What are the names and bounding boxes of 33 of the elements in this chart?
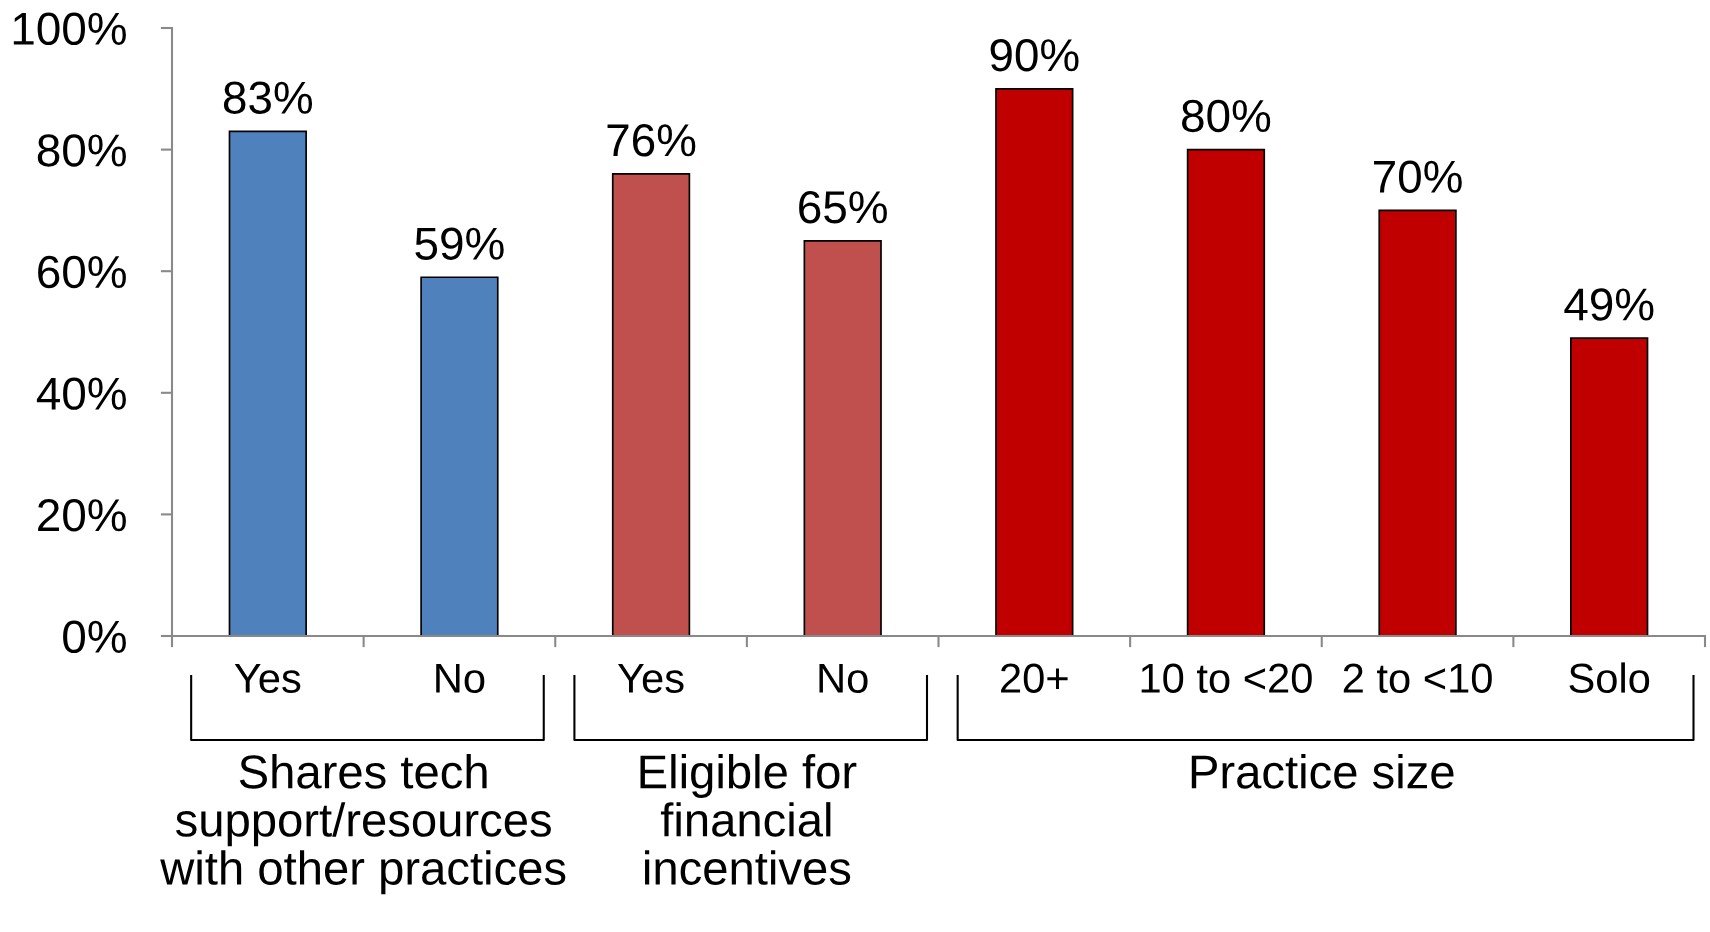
text: Practice size bbox=[1191, 754, 1454, 789]
data-label: 59% bbox=[415, 227, 504, 260]
x-tick-label: 20+ bbox=[1001, 663, 1068, 693]
y-tick-label: 80% bbox=[37, 134, 126, 167]
text: Eligible for financial incentives bbox=[640, 754, 857, 885]
y-tick-label: 60% bbox=[38, 255, 126, 289]
bar bbox=[611, 173, 691, 636]
y-tick-label: 20% bbox=[38, 499, 126, 532]
bar bbox=[420, 276, 499, 636]
data-label: 83% bbox=[223, 81, 313, 114]
text: Shares tech support/resources with other practices bbox=[160, 754, 566, 895]
data-label: 49% bbox=[1564, 288, 1654, 321]
bar bbox=[1186, 148, 1266, 636]
x-tick-label: No bbox=[436, 663, 485, 693]
y-tick-label: 40% bbox=[36, 377, 126, 410]
bar bbox=[228, 130, 307, 636]
x-tick-label: 10 to <20 bbox=[1141, 663, 1312, 693]
y-tick-label: 0% bbox=[63, 620, 126, 654]
x-tick-label: No bbox=[819, 663, 868, 693]
bar bbox=[1570, 337, 1649, 636]
x-tick-label: Yes bbox=[234, 663, 301, 693]
bar bbox=[803, 239, 882, 636]
bar bbox=[1378, 209, 1457, 636]
bar bbox=[995, 87, 1074, 636]
y-tick-label: 100% bbox=[13, 12, 126, 46]
data-label: 65% bbox=[799, 190, 887, 224]
data-label: 90% bbox=[990, 38, 1079, 72]
data-label: 70% bbox=[1374, 160, 1462, 194]
x-tick-label: Yes bbox=[617, 663, 684, 693]
data-label: 80% bbox=[1182, 99, 1271, 133]
data-label: 76% bbox=[607, 124, 696, 157]
x-tick-label: 2 to <10 bbox=[1343, 663, 1492, 693]
x-tick-label: Solo bbox=[1569, 662, 1650, 693]
